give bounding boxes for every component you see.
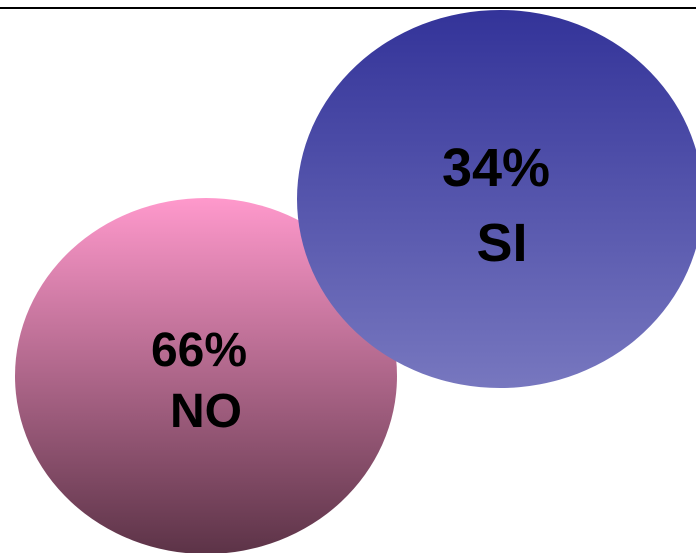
bubble-si-category-label: SI (476, 213, 527, 273)
bubble-no (15, 198, 397, 553)
bubble-si (297, 10, 696, 388)
bubble-no-value-label: 66% (151, 324, 247, 377)
top-border-line (0, 7, 696, 9)
bubble-no-category-label: NO (170, 385, 242, 438)
bubble-si-value-label: 34% (442, 138, 550, 198)
